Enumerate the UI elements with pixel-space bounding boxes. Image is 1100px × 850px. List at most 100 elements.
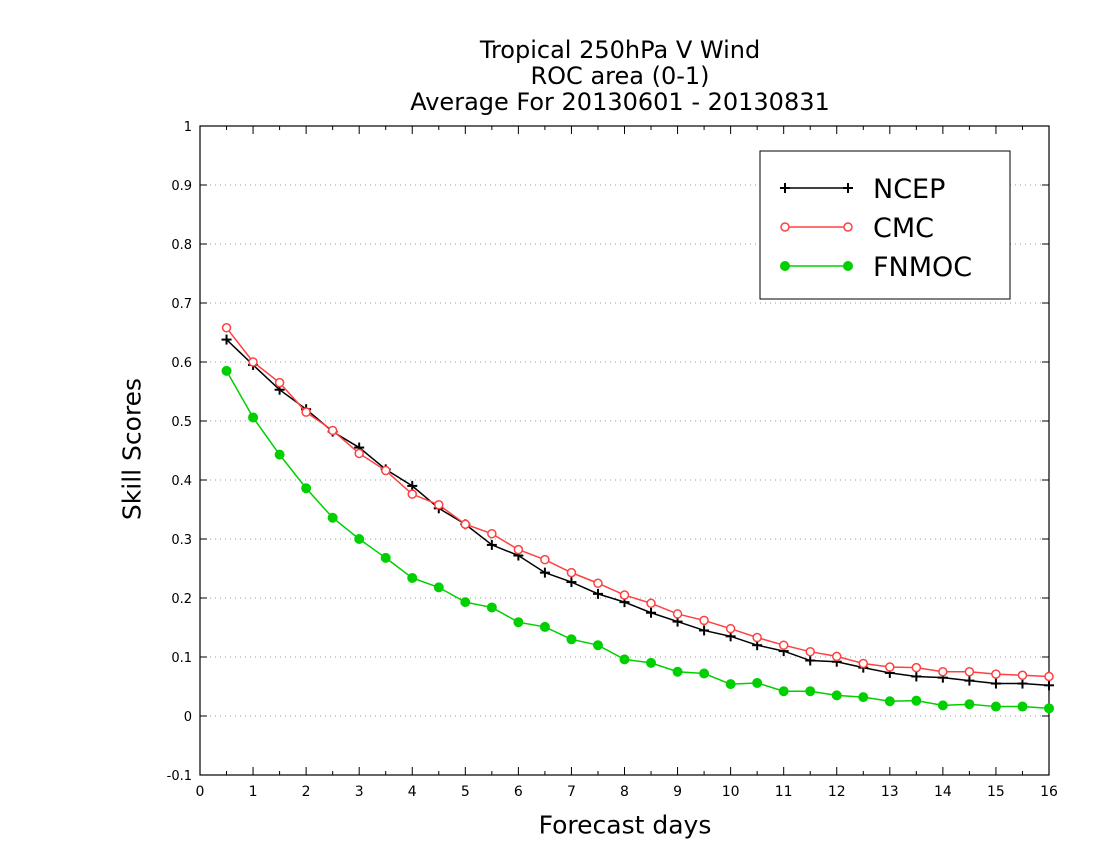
x-tick-label: 5: [461, 784, 470, 800]
data-point-fnmoc: [725, 679, 736, 690]
y-tick-label: 0.2: [171, 592, 192, 607]
data-point-fnmoc: [513, 617, 524, 628]
chart-title-line-1: Tropical 250hPa V Wind: [479, 36, 761, 64]
data-point-cmc: [221, 323, 232, 333]
data-point-ncep: [964, 675, 975, 686]
data-point-fnmoc: [460, 597, 471, 608]
x-tick-label: 3: [355, 784, 364, 800]
legend-label-fnmoc: FNMOC: [873, 252, 972, 283]
y-tick-label: 0.1: [171, 651, 192, 666]
data-point-cmc: [327, 425, 338, 436]
data-point-fnmoc: [301, 483, 312, 494]
data-point-ncep: [539, 567, 550, 578]
data-point-ncep: [699, 625, 710, 636]
data-point-ncep: [486, 539, 497, 550]
data-point-fnmoc: [752, 677, 763, 688]
legend-label-ncep: NCEP: [873, 174, 945, 205]
data-point-cmc: [354, 448, 364, 459]
data-point-fnmoc: [248, 412, 259, 423]
data-point-cmc: [699, 615, 709, 626]
legend-box: [759, 150, 1011, 300]
data-point-cmc: [911, 662, 922, 673]
legend-label-cmc: CMC: [873, 213, 934, 244]
data-point-fnmoc: [274, 449, 285, 460]
data-point-cmc: [1017, 670, 1028, 681]
data-point-ncep: [990, 678, 1001, 689]
legend-marker-cmc: [843, 222, 853, 232]
data-point-cmc: [991, 669, 1001, 679]
x-tick-label: 10: [722, 784, 740, 800]
y-tick-label: -0.1: [167, 769, 192, 784]
data-point-fnmoc: [911, 695, 922, 706]
data-point-cmc: [274, 377, 285, 388]
y-tick-label: 0.3: [171, 533, 192, 548]
series-ncep: [221, 334, 1054, 691]
data-point-fnmoc: [831, 690, 842, 701]
x-tick-label: 7: [567, 784, 576, 800]
data-point-ncep: [646, 607, 657, 618]
data-point-fnmoc: [433, 582, 444, 593]
legend: NCEP CMC FNMOC: [759, 150, 1011, 300]
data-point-fnmoc: [1044, 703, 1054, 714]
data-point-fnmoc: [990, 701, 1001, 712]
legend-marker-cmc: [780, 222, 790, 232]
data-point-cmc: [407, 489, 417, 499]
data-point-ncep: [1017, 678, 1028, 689]
legend-marker-fnmoc: [780, 261, 790, 271]
series-cmc: [221, 323, 1054, 682]
series-line-cmc: [225, 327, 1050, 678]
data-point-ncep: [911, 671, 922, 682]
data-point-cmc: [805, 646, 815, 657]
x-tick-label: 2: [302, 784, 311, 800]
y-tick-label: 0: [184, 710, 192, 725]
x-tick-label: 4: [408, 784, 417, 800]
chart-title-line-2: ROC area (0-1): [530, 62, 710, 90]
data-point-ncep: [221, 334, 232, 345]
x-tick-label: 6: [514, 784, 523, 800]
data-point-cmc: [380, 465, 391, 476]
data-point-cmc: [460, 519, 471, 529]
data-point-ncep: [805, 655, 816, 666]
data-point-fnmoc: [699, 668, 710, 679]
data-point-cmc: [248, 357, 258, 367]
series-fnmoc: [221, 365, 1054, 714]
y-tick-label: 0.8: [171, 238, 192, 253]
data-point-cmc: [619, 590, 630, 600]
data-point-cmc: [964, 667, 975, 677]
data-point-cmc: [593, 578, 603, 588]
legend-marker-fnmoc: [843, 261, 853, 271]
data-point-cmc: [487, 528, 497, 539]
data-point-ncep: [407, 480, 418, 491]
data-point-cmc: [832, 651, 842, 662]
data-point-fnmoc: [805, 686, 816, 697]
data-point-fnmoc: [884, 696, 895, 707]
data-point-cmc: [938, 667, 948, 677]
data-point-fnmoc: [619, 654, 630, 665]
x-axis-title: Forecast days: [538, 810, 712, 840]
data-point-fnmoc: [964, 699, 975, 710]
y-tick-label: 0.6: [171, 356, 192, 371]
y-tick-label: 1: [184, 120, 192, 135]
data-point-fnmoc: [539, 621, 550, 632]
data-point-fnmoc: [327, 512, 338, 523]
data-point-cmc: [752, 632, 762, 643]
x-tick-label: 1: [249, 784, 258, 800]
axis-ticks: -0.100.10.20.30.40.50.60.70.80.910 1 2 3 4 5 6…: [167, 120, 1058, 800]
data-point-fnmoc: [937, 700, 948, 711]
data-point-fnmoc: [354, 534, 365, 544]
data-point-fnmoc: [672, 666, 683, 677]
series-line-ncep: [226, 339, 1050, 687]
data-point-cmc: [672, 609, 683, 619]
y-tick-label: 0.9: [171, 179, 192, 194]
legend-marker-ncep: [843, 183, 853, 193]
x-tick-label: 15: [987, 784, 1005, 800]
legend-entry-ncep: NCEP: [780, 174, 945, 205]
data-point-cmc: [1044, 671, 1054, 682]
data-point-cmc: [885, 662, 895, 672]
y-tick-label: 0.5: [171, 415, 192, 430]
data-point-fnmoc: [486, 602, 497, 613]
data-point-fnmoc: [592, 640, 603, 651]
data-point-fnmoc: [566, 634, 577, 645]
legend-marker-ncep: [780, 183, 790, 193]
